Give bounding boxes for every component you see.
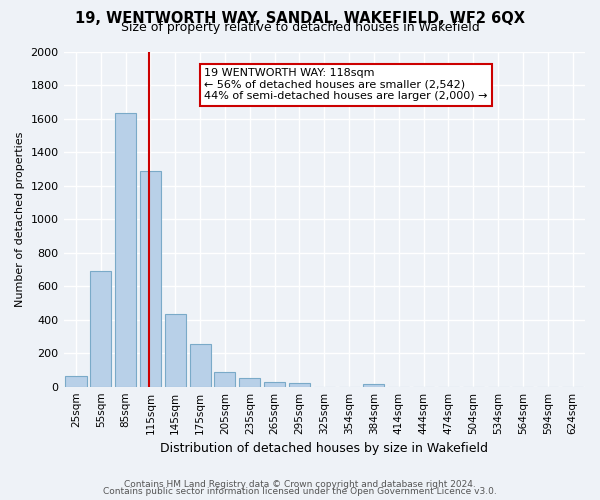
Bar xyxy=(364,384,385,386)
X-axis label: Distribution of detached houses by size in Wakefield: Distribution of detached houses by size … xyxy=(160,442,488,455)
Bar xyxy=(289,384,310,386)
Y-axis label: Number of detached properties: Number of detached properties xyxy=(15,132,25,307)
Bar xyxy=(239,378,260,386)
Bar xyxy=(140,172,161,386)
Bar xyxy=(190,344,211,387)
Text: Contains public sector information licensed under the Open Government Licence v3: Contains public sector information licen… xyxy=(103,487,497,496)
Text: 19, WENTWORTH WAY, SANDAL, WAKEFIELD, WF2 6QX: 19, WENTWORTH WAY, SANDAL, WAKEFIELD, WF… xyxy=(75,11,525,26)
Bar xyxy=(115,112,136,386)
Bar xyxy=(264,382,285,386)
Text: 19 WENTWORTH WAY: 118sqm
← 56% of detached houses are smaller (2,542)
44% of sem: 19 WENTWORTH WAY: 118sqm ← 56% of detach… xyxy=(205,68,488,102)
Bar xyxy=(165,314,186,386)
Text: Size of property relative to detached houses in Wakefield: Size of property relative to detached ho… xyxy=(121,22,479,35)
Bar xyxy=(90,271,112,386)
Text: Contains HM Land Registry data © Crown copyright and database right 2024.: Contains HM Land Registry data © Crown c… xyxy=(124,480,476,489)
Bar xyxy=(65,376,86,386)
Bar xyxy=(214,372,235,386)
